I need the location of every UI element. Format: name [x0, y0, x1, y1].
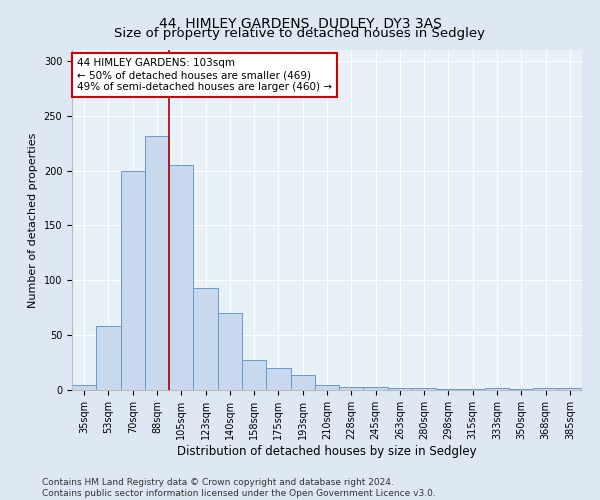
Text: Contains HM Land Registry data © Crown copyright and database right 2024.
Contai: Contains HM Land Registry data © Crown c… [42, 478, 436, 498]
Bar [193, 288, 218, 390]
Bar [364, 386, 388, 390]
X-axis label: Distribution of detached houses by size in Sedgley: Distribution of detached houses by size … [177, 444, 477, 458]
Bar [339, 386, 364, 390]
Bar [145, 136, 169, 390]
Text: Size of property relative to detached houses in Sedgley: Size of property relative to detached ho… [115, 28, 485, 40]
Bar [412, 388, 436, 390]
Bar [461, 389, 485, 390]
Bar [121, 170, 145, 390]
Bar [169, 165, 193, 390]
Bar [436, 389, 461, 390]
Bar [218, 313, 242, 390]
Bar [388, 388, 412, 390]
Bar [242, 360, 266, 390]
Bar [558, 388, 582, 390]
Bar [290, 374, 315, 390]
Bar [509, 389, 533, 390]
Bar [315, 384, 339, 390]
Bar [266, 368, 290, 390]
Text: 44 HIMLEY GARDENS: 103sqm
← 50% of detached houses are smaller (469)
49% of semi: 44 HIMLEY GARDENS: 103sqm ← 50% of detac… [77, 58, 332, 92]
Bar [485, 388, 509, 390]
Bar [533, 388, 558, 390]
Text: 44, HIMLEY GARDENS, DUDLEY, DY3 3AS: 44, HIMLEY GARDENS, DUDLEY, DY3 3AS [158, 18, 442, 32]
Y-axis label: Number of detached properties: Number of detached properties [28, 132, 38, 308]
Bar [72, 384, 96, 390]
Bar [96, 326, 121, 390]
